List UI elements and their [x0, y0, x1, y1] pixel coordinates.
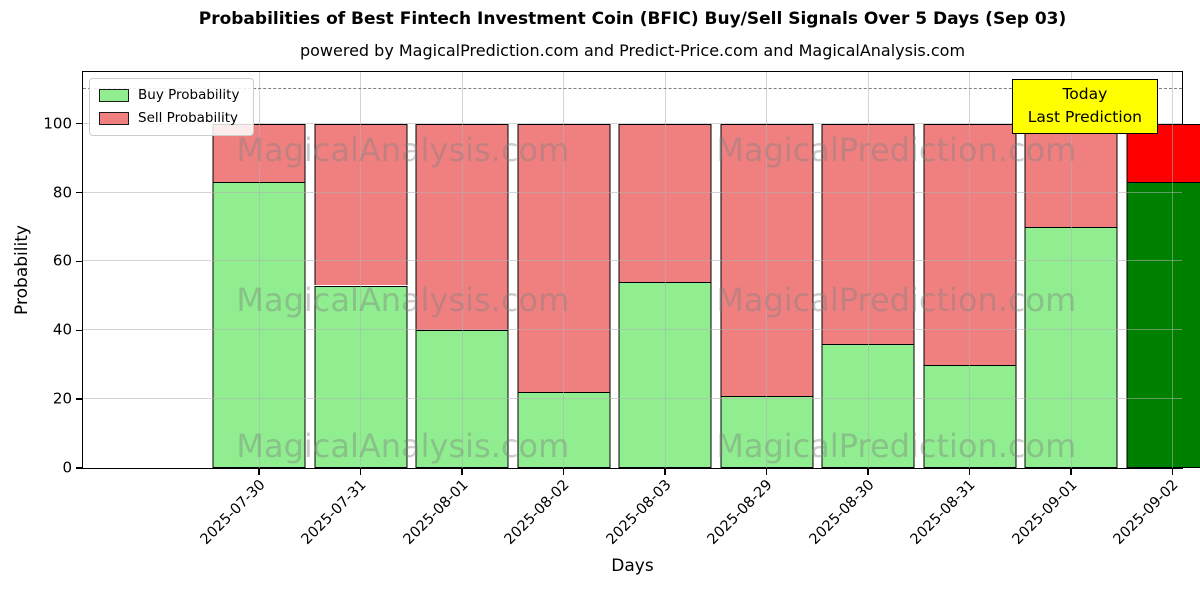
y-tick-label: 0 [62, 458, 72, 477]
y-tick-mark [76, 123, 83, 125]
chart-title: Probabilities of Best Fintech Investment… [198, 9, 1067, 29]
y-tick-mark [76, 467, 83, 469]
y-tick-mark [76, 260, 83, 263]
watermark-text: MagicalPrediction.com [716, 427, 1077, 466]
legend: Buy Probability Sell Probability [89, 78, 255, 136]
x-tick-mark [765, 468, 768, 475]
x-tick-mark [968, 468, 971, 475]
x-tick-mark [258, 468, 260, 475]
y-tick-mark [76, 191, 83, 194]
y-tick-label: 80 [52, 183, 72, 202]
bar-segment-buy [1024, 226, 1118, 468]
x-tick-label: 2025-09-02 [1110, 477, 1182, 548]
x-tick-label: 2025-07-30 [197, 477, 269, 548]
bar-segment-sell [1024, 123, 1118, 227]
horizontal-gridline [83, 260, 1182, 262]
x-tick-label: 2025-08-29 [704, 477, 776, 548]
bar-segment-buy [923, 364, 1016, 468]
y-tick-label: 100 [43, 114, 72, 133]
legend-row-buy: Buy Probability [99, 87, 239, 103]
bar-2025-09-02 [1126, 123, 1200, 468]
legend-row-sell: Sell Probability [99, 110, 239, 126]
y-tick-label: 20 [52, 389, 72, 408]
bar-segment-sell [923, 123, 1016, 365]
y-tick-mark [76, 398, 83, 400]
bar-segment-buy [212, 182, 306, 468]
y-axis-label: Probability [12, 225, 32, 315]
today-annotation-line1: Today [1062, 85, 1108, 103]
bar-segment-sell [517, 123, 610, 393]
vertical-gridline [969, 72, 970, 468]
bar-2025-08-29 [720, 123, 813, 468]
x-tick-label: 2025-08-01 [400, 477, 472, 548]
vertical-gridline [664, 72, 666, 468]
x-tick-mark [1070, 468, 1072, 475]
bar-2025-08-31 [923, 123, 1016, 468]
vertical-gridline [360, 72, 361, 468]
bar-2025-07-31 [314, 123, 407, 468]
vertical-gridline [563, 72, 564, 468]
x-tick-mark [359, 468, 362, 475]
watermark-text: MagicalAnalysis.com [236, 131, 570, 170]
y-tick-label: 60 [52, 251, 72, 270]
x-tick-mark [461, 468, 463, 475]
bar-segment-sell [314, 123, 407, 286]
bar-2025-08-02 [517, 123, 610, 468]
bar-segment-sell [618, 123, 712, 283]
bar-segment-buy [821, 344, 915, 468]
x-tick-label: 2025-08-02 [501, 477, 573, 548]
buy-swatch-icon [99, 88, 129, 102]
vertical-gridline [1172, 72, 1173, 468]
horizontal-gridline [83, 398, 1182, 400]
watermark-text: MagicalPrediction.com [716, 280, 1077, 319]
vertical-gridline [258, 72, 260, 468]
watermark-text: MagicalAnalysis.com [236, 427, 570, 466]
x-tick-label: 2025-08-30 [806, 477, 878, 548]
y-tick-label: 40 [52, 320, 72, 339]
legend-label-sell: Sell Probability [138, 110, 239, 126]
vertical-gridline [766, 72, 767, 468]
threshold-dashed-line [83, 88, 1182, 90]
horizontal-gridline [83, 329, 1182, 331]
watermark-text: MagicalAnalysis.com [236, 280, 570, 319]
x-tick-label: 2025-08-03 [603, 477, 675, 548]
bar-2025-09-01 [1024, 123, 1118, 468]
bar-segment-buy [618, 282, 712, 468]
x-tick-label: 2025-07-31 [298, 477, 370, 548]
x-tick-mark [562, 468, 565, 475]
today-annotation-line2: Last Prediction [1027, 108, 1142, 127]
x-tick-label: 2025-09-01 [1009, 477, 1081, 548]
y-tick-mark [76, 329, 83, 331]
x-tick-mark [867, 468, 869, 475]
bar-segment-buy [415, 330, 509, 468]
bar-segment-buy [1126, 182, 1200, 468]
sell-swatch-icon [99, 111, 129, 125]
x-tick-label: 2025-08-31 [907, 477, 979, 548]
horizontal-gridline [83, 191, 1182, 193]
watermark-text: MagicalPrediction.com [716, 131, 1077, 170]
bar-segment-buy [720, 395, 813, 468]
bar-segment-sell [821, 123, 915, 345]
bar-segment-buy [314, 285, 407, 468]
x-tick-mark [1171, 468, 1174, 475]
bar-2025-08-03 [618, 123, 712, 468]
bar-2025-08-30 [821, 123, 915, 468]
bar-segment-sell [415, 123, 509, 331]
today-annotation: Today Last Prediction [1011, 79, 1158, 134]
plot-area: MagicalAnalysis.com MagicalPrediction.com… [43, 71, 1200, 548]
vertical-gridline [461, 72, 463, 468]
bar-2025-07-30 [212, 123, 306, 468]
bar-segment-buy [517, 392, 610, 468]
x-tick-mark [664, 468, 666, 475]
bar-segment-sell [720, 123, 813, 396]
chart-subtitle: powered by MagicalPrediction.com and Pre… [299, 41, 966, 60]
legend-label-buy: Buy Probability [138, 87, 240, 103]
vertical-gridline [867, 72, 869, 468]
bar-2025-08-01 [415, 123, 509, 468]
x-axis-label: Days [611, 556, 654, 576]
